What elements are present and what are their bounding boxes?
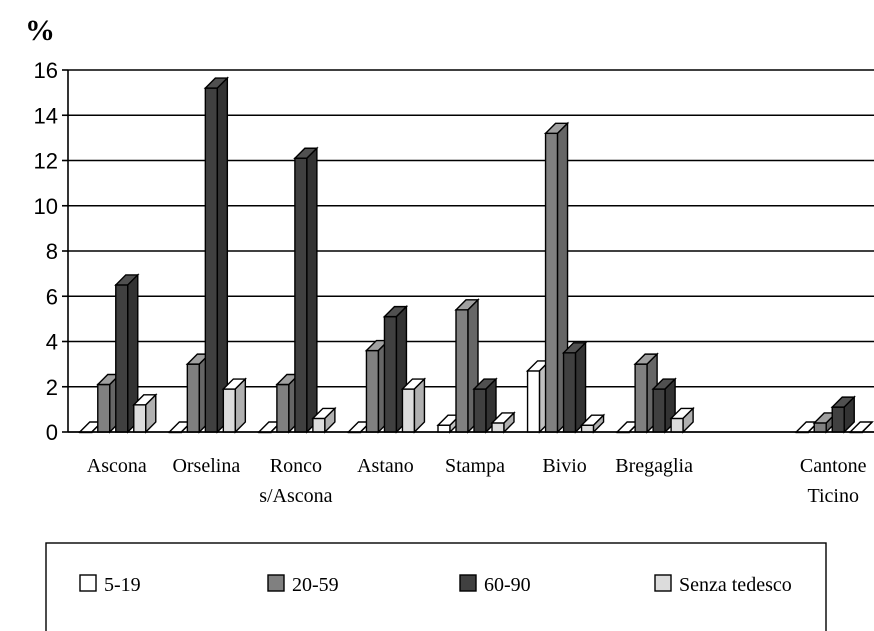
legend-label: 20-59 — [292, 574, 339, 596]
bars — [68, 76, 874, 434]
bar-60-90 — [203, 76, 230, 434]
y-tick-label: 8 — [46, 239, 58, 264]
bar-60-90 — [114, 273, 140, 434]
x-tick-label: Ronco — [270, 455, 322, 477]
legend-box — [45, 542, 827, 631]
y-tick-label: 10 — [34, 194, 58, 219]
bar-20-59 — [633, 352, 659, 434]
x-tick-label: Orselina — [172, 455, 240, 477]
y-tick-label: 0 — [46, 420, 58, 445]
x-tick-label: Stampa — [445, 455, 505, 477]
legend-swatch — [79, 574, 97, 592]
bar-senza-tedesco — [579, 413, 606, 434]
legend-swatch — [459, 574, 477, 592]
legend: 5-19 20-59 60-90 Senza tedesco — [45, 542, 827, 631]
labels: 0 2 4 6 8 10 12 14 16% Ascona Orselina Ronco s/Ascon… — [25, 14, 867, 507]
legend-item: Senza tedesco — [654, 574, 792, 596]
legend-swatch — [267, 574, 285, 592]
bar-senza-tedesco — [311, 406, 337, 434]
bar-senza-tedesco — [132, 393, 158, 434]
y-axis-label: % — [25, 14, 55, 47]
bar-senza-tedesco — [669, 406, 695, 434]
bar-60-90 — [293, 146, 319, 434]
x-tick-label: Bregaglia — [615, 455, 693, 477]
y-tick-label: 2 — [46, 375, 58, 400]
x-tick-label: Bivio — [542, 455, 586, 477]
x-tick-label: s/Ascona — [259, 485, 332, 507]
legend-label: 5-19 — [104, 574, 141, 596]
legend-item: 60-90 — [459, 574, 531, 596]
y-tick-label: 6 — [46, 284, 58, 309]
legend-label: Senza tedesco — [679, 574, 792, 596]
legend-item: 20-59 — [267, 574, 339, 596]
bar-senza-tedesco — [490, 411, 516, 434]
x-tick-label: Cantone — [800, 455, 867, 477]
y-tick-label: 14 — [34, 103, 58, 128]
x-tick-label: Astano — [357, 455, 414, 477]
y-tick-label: 4 — [46, 330, 58, 355]
legend-item: 5-19 — [79, 574, 141, 596]
bar-senza-tedesco — [221, 377, 248, 434]
legend-label: 60-90 — [484, 574, 531, 596]
bar-senza-tedesco — [400, 377, 427, 434]
x-tick-label: Ticino — [807, 485, 859, 507]
legend-swatch — [654, 574, 672, 592]
x-tick-label: Ascona — [87, 455, 147, 477]
bar-60-90 — [830, 395, 856, 434]
y-tick-label: 12 — [34, 149, 58, 174]
axes — [62, 69, 69, 433]
y-tick-label: 16 — [34, 58, 58, 83]
bar-60-90 — [561, 341, 588, 434]
